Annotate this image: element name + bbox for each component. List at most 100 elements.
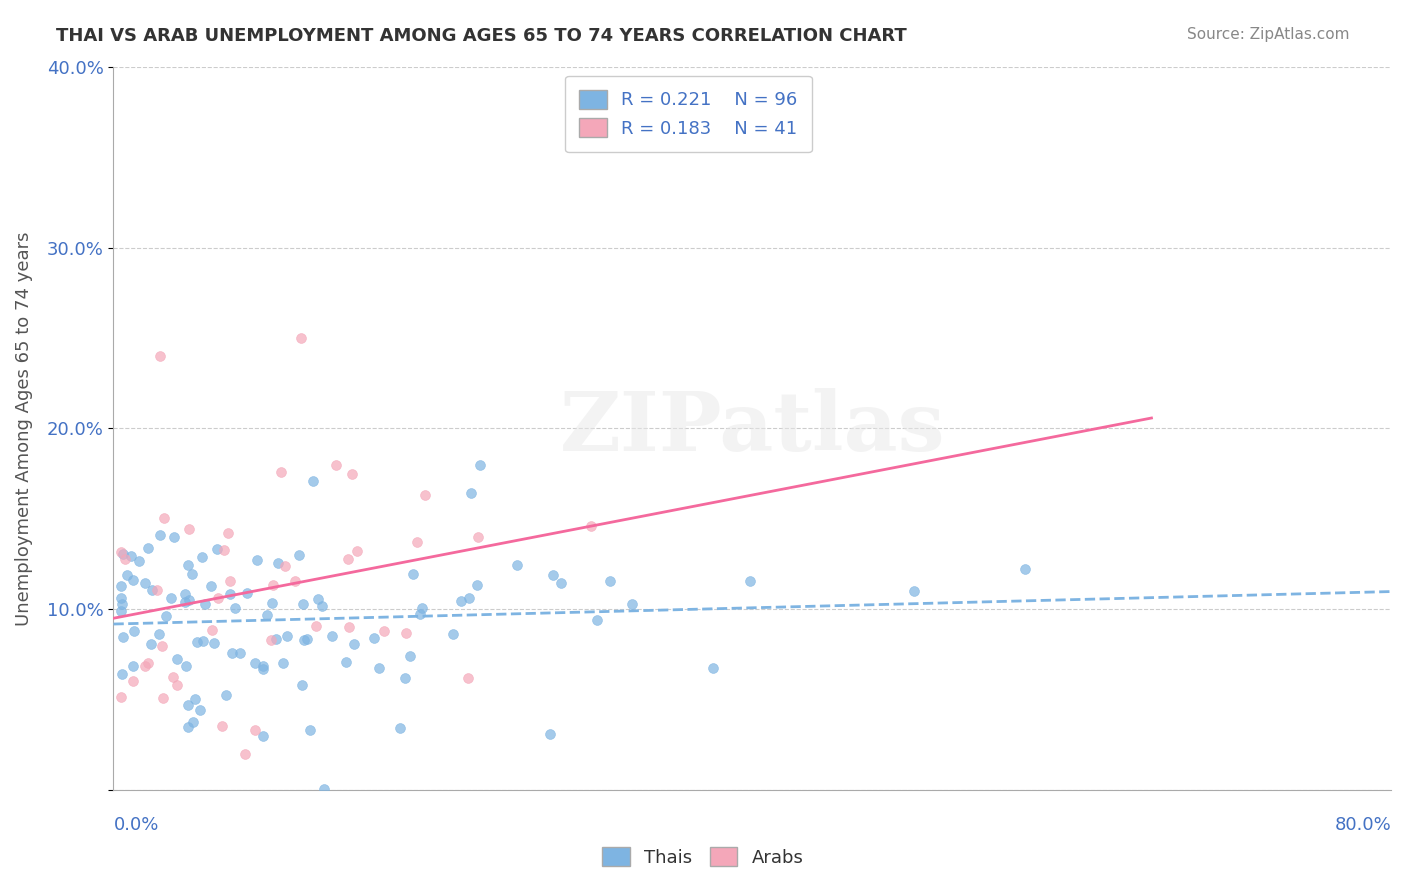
Point bbox=[252, 662, 274, 676]
Point bbox=[287, 548, 309, 562]
Point bbox=[146, 582, 169, 597]
Text: 0.0%: 0.0% bbox=[114, 815, 159, 834]
Point bbox=[586, 613, 609, 627]
Point bbox=[139, 637, 162, 651]
Point bbox=[233, 747, 256, 761]
Point bbox=[346, 544, 368, 558]
Point bbox=[174, 587, 197, 601]
Point bbox=[312, 781, 335, 796]
Point bbox=[166, 652, 188, 666]
Point bbox=[450, 594, 472, 608]
Point bbox=[236, 585, 259, 599]
Point bbox=[179, 593, 201, 607]
Point bbox=[174, 595, 197, 609]
Point bbox=[110, 579, 132, 593]
Point bbox=[162, 670, 184, 684]
Point bbox=[274, 559, 297, 574]
Point bbox=[394, 626, 416, 640]
Point bbox=[120, 549, 142, 563]
Point bbox=[184, 692, 207, 706]
Point bbox=[256, 607, 278, 622]
Point bbox=[340, 467, 363, 482]
Point bbox=[121, 573, 143, 587]
Point bbox=[215, 688, 238, 702]
Point bbox=[276, 629, 298, 643]
Point bbox=[219, 574, 242, 588]
Point bbox=[188, 703, 211, 717]
Point bbox=[221, 646, 243, 660]
Point bbox=[122, 673, 145, 688]
Point bbox=[153, 511, 176, 525]
Point bbox=[284, 574, 307, 588]
Point bbox=[399, 648, 422, 663]
Point bbox=[325, 458, 347, 473]
Point bbox=[194, 597, 217, 611]
Point bbox=[460, 486, 482, 500]
Point bbox=[111, 597, 134, 611]
Point bbox=[411, 600, 433, 615]
Point bbox=[409, 607, 432, 621]
Point bbox=[193, 633, 215, 648]
Point bbox=[903, 584, 925, 599]
Point bbox=[207, 591, 229, 605]
Point bbox=[205, 542, 228, 557]
Point bbox=[394, 671, 416, 685]
Point bbox=[181, 567, 204, 582]
Point bbox=[413, 488, 436, 502]
Legend: R = 0.221    N = 96, R = 0.183    N = 41: R = 0.221 N = 96, R = 0.183 N = 41 bbox=[565, 76, 811, 153]
Legend: Thais, Arabs: Thais, Arabs bbox=[595, 840, 811, 874]
Point bbox=[186, 634, 208, 648]
Point bbox=[200, 579, 222, 593]
Point bbox=[291, 678, 314, 692]
Point bbox=[441, 627, 464, 641]
Point bbox=[111, 667, 134, 681]
Point bbox=[373, 624, 395, 638]
Point bbox=[201, 624, 224, 638]
Point bbox=[321, 629, 343, 643]
Point bbox=[245, 656, 267, 670]
Point bbox=[305, 619, 328, 633]
Point bbox=[179, 522, 201, 536]
Point bbox=[110, 604, 132, 618]
Text: THAI VS ARAB UNEMPLOYMENT AMONG AGES 65 TO 74 YEARS CORRELATION CHART: THAI VS ARAB UNEMPLOYMENT AMONG AGES 65 … bbox=[56, 27, 907, 45]
Point bbox=[177, 721, 200, 735]
Point bbox=[270, 465, 292, 479]
Point bbox=[148, 528, 170, 542]
Point bbox=[1014, 561, 1036, 575]
Point bbox=[389, 721, 412, 735]
Point bbox=[224, 601, 246, 615]
Point bbox=[468, 458, 491, 472]
Point bbox=[307, 592, 329, 607]
Point bbox=[148, 627, 170, 641]
Point bbox=[111, 630, 134, 644]
Point bbox=[155, 609, 177, 624]
Point bbox=[621, 597, 644, 611]
Point bbox=[110, 690, 132, 704]
Point bbox=[363, 631, 385, 645]
Point bbox=[212, 542, 235, 557]
Point bbox=[110, 545, 132, 559]
Point bbox=[271, 656, 294, 670]
Point bbox=[243, 723, 266, 737]
Point bbox=[122, 624, 145, 639]
Point bbox=[181, 714, 204, 729]
Point bbox=[335, 655, 357, 669]
Point bbox=[134, 658, 156, 673]
Point bbox=[190, 550, 212, 565]
Point bbox=[295, 632, 318, 646]
Point bbox=[128, 554, 150, 568]
Point bbox=[177, 558, 200, 573]
Point bbox=[112, 547, 135, 561]
Point bbox=[229, 646, 252, 660]
Point bbox=[467, 530, 489, 544]
Point bbox=[538, 727, 561, 741]
Point bbox=[311, 599, 333, 614]
Point bbox=[136, 541, 159, 556]
Point bbox=[457, 591, 479, 605]
Point bbox=[219, 587, 242, 601]
Text: Source: ZipAtlas.com: Source: ZipAtlas.com bbox=[1187, 27, 1350, 42]
Point bbox=[262, 596, 284, 610]
Point bbox=[599, 574, 621, 589]
Point bbox=[202, 636, 225, 650]
Point bbox=[292, 633, 315, 648]
